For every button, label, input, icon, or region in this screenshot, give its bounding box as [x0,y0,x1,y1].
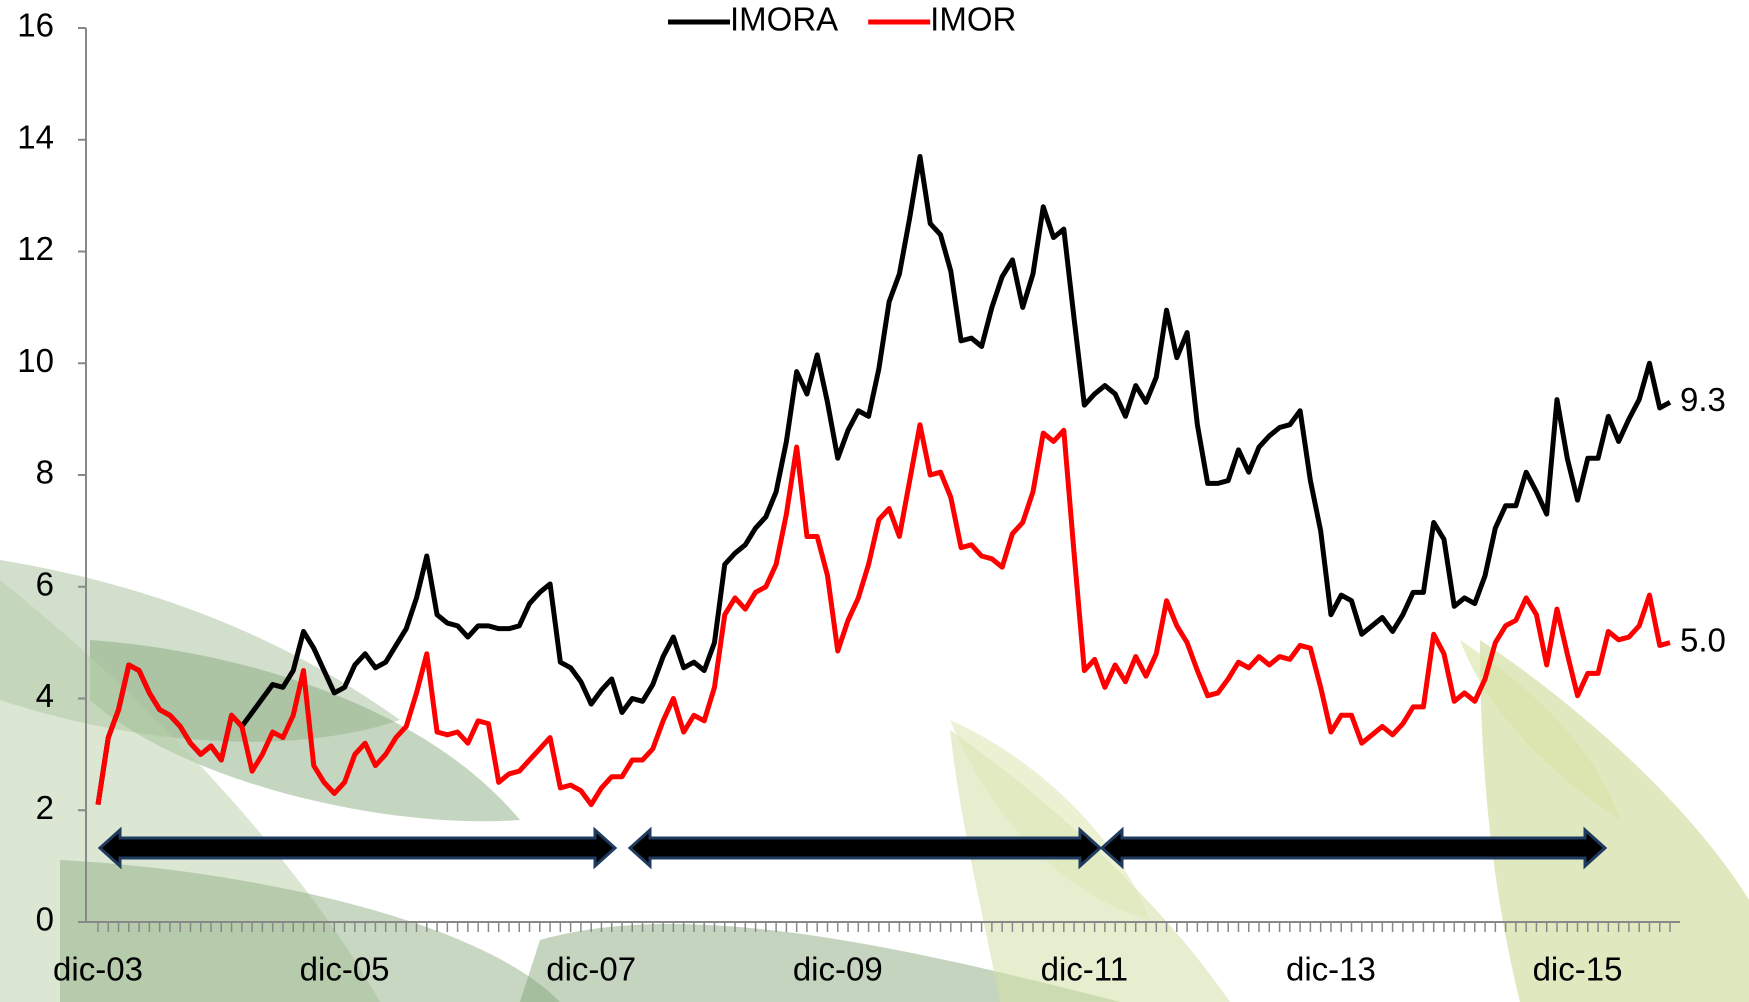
y-tick-label: 8 [36,454,54,491]
y-tick-label: 0 [36,901,54,938]
y-tick-label: 16 [17,7,54,44]
data-line [95,154,1672,806]
x-tick-label: dic-15 [1533,951,1623,988]
value-label: 5.0 [1680,621,1726,658]
x-tick-label: dic-07 [546,951,636,988]
period-arrow [97,826,618,870]
y-tick-label: 2 [36,789,54,826]
y-tick-label: 12 [17,230,54,267]
value-label: 9.3 [1680,381,1726,418]
x-tick-label: dic-13 [1286,951,1376,988]
y-tick-label: 6 [36,565,54,602]
data-line [95,422,1671,808]
legend-label: IMOR [930,1,1016,38]
x-tick-label: dic-05 [300,951,390,988]
period-arrow [1099,826,1608,870]
y-tick-label: 14 [17,118,54,155]
background-leaves [0,560,1749,1002]
legend-label: IMORA [730,1,838,38]
period-arrows [97,826,1608,870]
x-tick-label: dic-11 [1041,951,1128,988]
y-tick-label: 10 [17,342,54,379]
y-tick-label: 4 [36,677,54,714]
x-tick-label: dic-03 [53,951,143,988]
x-tick-label: dic-09 [793,951,883,988]
